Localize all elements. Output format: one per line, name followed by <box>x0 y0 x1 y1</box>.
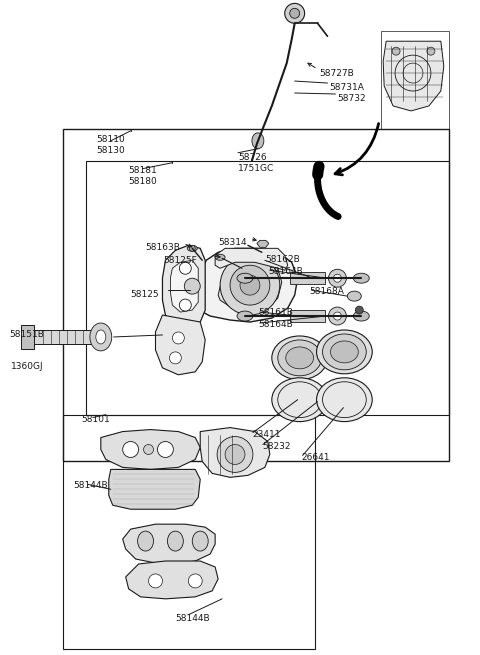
Circle shape <box>240 275 260 295</box>
Ellipse shape <box>237 273 253 283</box>
Text: 58163B: 58163B <box>145 244 180 252</box>
Polygon shape <box>162 246 205 328</box>
Text: 58125F: 58125F <box>164 256 197 265</box>
Text: 58151B: 58151B <box>9 330 44 339</box>
Text: 58164B: 58164B <box>268 267 302 276</box>
Ellipse shape <box>272 336 327 380</box>
Text: 58144B: 58144B <box>73 481 108 491</box>
Circle shape <box>285 3 305 24</box>
Ellipse shape <box>138 531 154 551</box>
Polygon shape <box>190 248 298 322</box>
Text: 58110: 58110 <box>96 135 125 144</box>
Bar <box>63 129 449 461</box>
Ellipse shape <box>90 323 112 351</box>
Polygon shape <box>156 315 205 375</box>
Text: 58162B: 58162B <box>265 255 300 265</box>
Text: 58164B: 58164B <box>258 320 293 329</box>
Text: 58732: 58732 <box>337 94 366 103</box>
Circle shape <box>225 445 245 464</box>
Ellipse shape <box>96 330 106 344</box>
Text: 58726: 58726 <box>238 153 266 162</box>
Text: 58181: 58181 <box>129 166 157 175</box>
Polygon shape <box>109 470 200 509</box>
Polygon shape <box>126 561 218 599</box>
Text: 23411: 23411 <box>252 430 280 439</box>
Text: 58727B: 58727B <box>320 69 354 78</box>
Circle shape <box>157 441 173 457</box>
Circle shape <box>180 299 192 311</box>
Ellipse shape <box>215 254 225 260</box>
Circle shape <box>334 312 341 320</box>
FancyArrowPatch shape <box>335 124 379 175</box>
Text: 58232: 58232 <box>262 441 290 451</box>
Text: 1360GJ: 1360GJ <box>12 362 44 371</box>
Ellipse shape <box>316 330 372 374</box>
Circle shape <box>334 274 341 282</box>
Ellipse shape <box>187 246 197 252</box>
Ellipse shape <box>316 378 372 422</box>
Circle shape <box>180 262 192 274</box>
Text: 26641: 26641 <box>301 453 330 462</box>
Polygon shape <box>383 41 444 111</box>
Text: 58314: 58314 <box>218 238 247 248</box>
Bar <box>21 325 34 349</box>
Ellipse shape <box>353 273 369 283</box>
Polygon shape <box>257 240 269 248</box>
Text: 58161B: 58161B <box>258 308 293 317</box>
Ellipse shape <box>168 531 183 551</box>
Polygon shape <box>170 260 198 312</box>
Ellipse shape <box>323 334 366 370</box>
Circle shape <box>144 445 154 455</box>
Ellipse shape <box>353 311 369 321</box>
Ellipse shape <box>330 341 358 363</box>
Bar <box>290 272 324 284</box>
Text: 58125: 58125 <box>131 290 159 299</box>
Ellipse shape <box>192 531 208 551</box>
Polygon shape <box>123 524 215 563</box>
Ellipse shape <box>348 291 361 301</box>
Circle shape <box>148 574 162 588</box>
Text: 58101: 58101 <box>81 415 109 424</box>
Bar <box>290 310 324 322</box>
Polygon shape <box>200 428 270 477</box>
Ellipse shape <box>237 311 253 321</box>
Bar <box>29 330 97 344</box>
Polygon shape <box>215 248 288 271</box>
Polygon shape <box>101 430 200 470</box>
Text: 1751GC: 1751GC <box>238 164 274 173</box>
Ellipse shape <box>328 307 347 325</box>
Ellipse shape <box>328 269 347 287</box>
Circle shape <box>169 352 181 364</box>
Ellipse shape <box>278 340 322 376</box>
Circle shape <box>189 246 195 252</box>
Text: 58144B: 58144B <box>175 614 210 623</box>
Circle shape <box>172 332 184 344</box>
Circle shape <box>220 255 280 315</box>
Circle shape <box>290 9 300 18</box>
Circle shape <box>123 441 139 457</box>
Circle shape <box>188 574 202 588</box>
Bar <box>86 160 449 415</box>
Bar <box>63 415 314 648</box>
Ellipse shape <box>272 378 327 422</box>
Circle shape <box>427 47 435 55</box>
Text: 58180: 58180 <box>129 177 157 185</box>
Ellipse shape <box>286 347 313 369</box>
Ellipse shape <box>252 133 264 149</box>
Text: 58130: 58130 <box>96 146 125 155</box>
Circle shape <box>230 265 270 305</box>
Circle shape <box>217 436 253 472</box>
Circle shape <box>392 47 400 55</box>
Polygon shape <box>218 258 282 312</box>
Text: 58168A: 58168A <box>310 287 345 296</box>
Circle shape <box>184 278 200 294</box>
Text: 58731A: 58731A <box>329 83 364 92</box>
Circle shape <box>355 306 363 314</box>
